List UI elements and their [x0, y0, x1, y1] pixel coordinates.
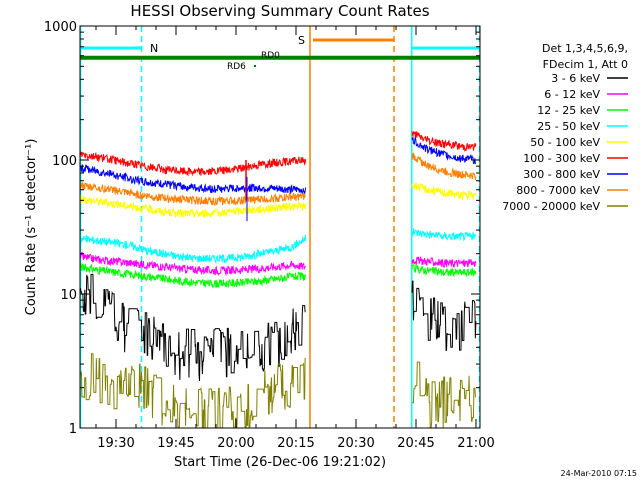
x-tick-label: 21:00 — [457, 436, 494, 451]
annotation-layer — [245, 160, 248, 222]
legend-entry-label: 6 - 12 keV — [544, 88, 600, 101]
series-trace-7-0 — [79, 182, 307, 207]
series-layer — [79, 131, 477, 429]
series-trace-8-1 — [412, 361, 476, 428]
rd6-point — [254, 65, 256, 67]
series-trace-1-0 — [79, 251, 306, 277]
y-axis-label: Count Rate (s⁻¹ detector⁻¹) — [24, 139, 39, 316]
y-tick-label: 1000 — [44, 20, 77, 35]
series-trace-4-0 — [79, 195, 307, 218]
legend-entry-label: 300 - 800 keV — [523, 168, 600, 181]
legend-entry-label: 800 - 7000 keV — [516, 184, 600, 197]
series-trace-7-1 — [411, 151, 477, 180]
y-axis: 1 10 100 1000 — [44, 20, 480, 437]
saa-flag-label: S — [298, 34, 305, 47]
x-tick-label: 20:15 — [277, 436, 314, 451]
legend-entry-label: 7000 - 20000 keV — [502, 200, 600, 213]
legend: Det 1,3,4,5,6,9, FDecim 1, Att 03 - 6 keV… — [502, 42, 628, 213]
y-tick-label: 10 — [60, 288, 77, 303]
legend-entry-label: 12 - 25 keV — [537, 104, 600, 117]
legend-entry-label: 100 - 300 keV — [523, 152, 600, 165]
y-tick-label: 1 — [69, 422, 77, 437]
y-tick-label: 100 — [52, 154, 77, 169]
legend-header-line: Det 1,3,4,5,6,9, — [542, 42, 628, 55]
rd6-label: RD6 — [227, 62, 246, 72]
series-trace-6-0 — [79, 164, 307, 195]
series-trace-0-1 — [411, 280, 477, 351]
plot-area: N S RD0 RD6 — [79, 25, 481, 429]
series-trace-5-1 — [411, 131, 477, 153]
plot-frame — [79, 25, 481, 429]
x-tick-label: 20:45 — [397, 436, 434, 451]
series-trace-3-0 — [79, 234, 307, 265]
series-trace-0-0 — [79, 273, 306, 382]
series-trace-5-0 — [79, 151, 307, 177]
x-tick-label: 19:30 — [97, 436, 134, 451]
series-trace-8-0 — [80, 353, 306, 429]
x-tick-label: 20:30 — [337, 436, 374, 451]
legend-entry-label: 3 - 6 keV — [551, 72, 600, 85]
x-axis: 19:30 19:45 20:00 20:15 20:30 20:45 21:00 — [95, 26, 495, 451]
series-trace-2-0 — [79, 263, 307, 289]
x-tick-label: 19:45 — [157, 436, 194, 451]
rd0-label: RD0 — [261, 51, 280, 61]
legend-entry-label: 25 - 50 keV — [537, 120, 600, 133]
series-trace-3-1 — [411, 228, 477, 242]
chart-title: HESSI Observing Summary Count Rates — [130, 2, 429, 20]
series-trace-2-1 — [411, 263, 477, 277]
x-tick-label: 20:00 — [217, 436, 254, 451]
night-flag-label: N — [150, 42, 158, 55]
legend-header-line: FDecim 1, Att 0 — [543, 58, 628, 71]
series-trace-1-1 — [411, 256, 477, 269]
x-axis-label: Start Time (26-Dec-06 19:21:02) — [174, 455, 386, 470]
series-trace-6-1 — [411, 136, 476, 165]
series-trace-4-1 — [411, 182, 477, 202]
legend-entry-label: 50 - 100 keV — [530, 136, 600, 149]
generation-timestamp: 24-Mar-2010 07:15 — [561, 469, 638, 478]
